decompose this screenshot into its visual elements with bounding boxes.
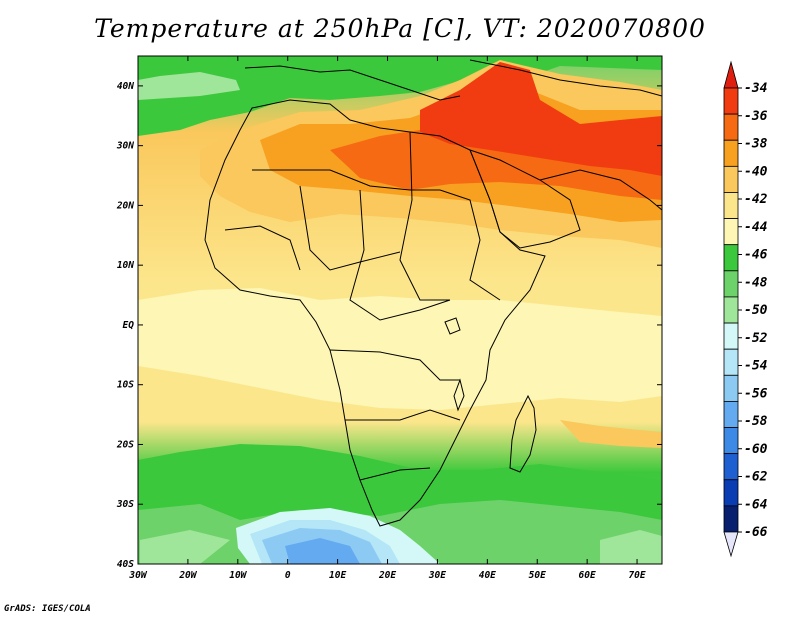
colorbar-segment <box>723 139 739 167</box>
colorbar-label: -62 <box>744 470 768 485</box>
colorbar-label: -58 <box>744 414 768 429</box>
colorbar-label: -56 <box>744 386 768 401</box>
colorbar-label: -36 <box>744 109 768 124</box>
lat-tick-label: 30N <box>116 141 134 152</box>
colorbar-label: -38 <box>744 137 768 152</box>
coastlines <box>204 59 662 527</box>
colorbar-label: -50 <box>744 303 768 318</box>
map-title: Temperature at 250hPa [C], VT: 202007080… <box>94 14 706 43</box>
colorbar-segment <box>723 322 739 350</box>
colorbar-top-arrow <box>723 60 739 89</box>
colorbar-segment <box>723 296 739 324</box>
colorbar-segment <box>723 192 739 219</box>
colorbar-segment <box>723 505 739 533</box>
lon-tick-label: 30W <box>128 570 147 581</box>
colorbar-segment <box>723 374 739 402</box>
temperature-field <box>138 56 662 564</box>
colorbar-segment <box>723 87 739 115</box>
lat-tick-label: 30S <box>116 499 134 510</box>
colorbar-segment <box>723 348 739 376</box>
colorbar-label: -64 <box>744 497 768 512</box>
lat-tick-label: 40S <box>117 559 134 570</box>
lon-tick-label: 50E <box>529 570 546 581</box>
colorbar-label: -40 <box>744 164 768 179</box>
colorbar-segment <box>723 218 739 246</box>
colorbar-label: -60 <box>744 442 768 457</box>
latitude-axis: 40N 30N 20N 10N EQ 10S 20S 30S 40S <box>116 81 662 570</box>
colorbar-label: -46 <box>744 248 768 263</box>
lon-tick-label: 10E <box>329 570 346 581</box>
lon-tick-label: 0 <box>285 570 291 581</box>
lon-tick-label: 20W <box>178 570 197 581</box>
colorbar-segment <box>723 244 739 272</box>
colorbar-segment <box>723 427 739 455</box>
plot-frame <box>137 55 663 565</box>
lat-tick-label: 10N <box>117 260 134 271</box>
longitude-axis: 30W 20W 10W 0 10E 20E 30E 40E 50E 60E 70E <box>128 56 646 581</box>
colorbar-segment <box>723 165 739 193</box>
lat-tick-label: 20N <box>116 200 134 211</box>
lon-tick-label: 70E <box>628 570 645 581</box>
colorbar-label: -66 <box>744 525 768 540</box>
lat-tick-label: 20S <box>116 439 134 450</box>
lon-tick-label: 30E <box>428 570 446 581</box>
lat-tick-label: 10S <box>117 380 134 391</box>
credit-label: GrADS: IGES/COLA <box>4 604 91 614</box>
lon-tick-label: 40E <box>479 570 496 581</box>
colorbar-label: -44 <box>744 220 768 235</box>
colorbar-label: -48 <box>744 275 768 290</box>
colorbar-label: -54 <box>744 359 768 374</box>
lat-tick-label: 40N <box>117 81 134 92</box>
colorbar-segment <box>723 479 739 507</box>
colorbar-segment <box>723 113 739 141</box>
colorbar-label: -34 <box>744 81 768 96</box>
colorbar-segment <box>723 453 739 481</box>
lon-tick-label: 10W <box>229 570 247 581</box>
colorbar-segment <box>723 401 739 428</box>
colorbar-label: -52 <box>744 331 768 346</box>
colorbar-segment <box>723 270 739 298</box>
colorbar-label: -42 <box>744 192 768 207</box>
colorbar-bottom-arrow <box>723 531 739 558</box>
lon-tick-label: 60E <box>579 570 596 581</box>
lon-tick-label: 20E <box>378 570 396 581</box>
colorbar: -34 -36 -38 -40 -42 -44 -46 -48 -50 -52 -54 -56 -58 -… <box>723 60 768 558</box>
lat-tick-label: EQ <box>123 320 135 331</box>
